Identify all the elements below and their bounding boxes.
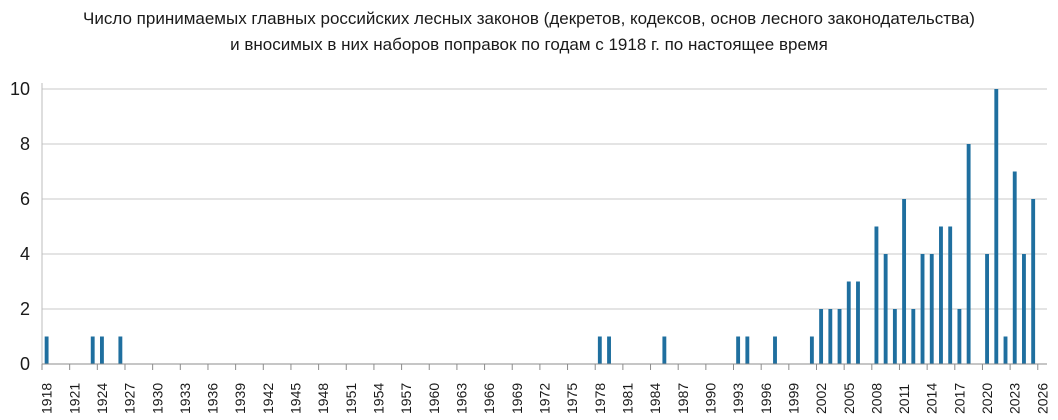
x-tick-label: 2014 — [924, 383, 940, 414]
y-tick-label: 8 — [20, 134, 30, 154]
x-tick-label: 1975 — [564, 383, 580, 414]
x-tick-label: 1921 — [66, 383, 82, 414]
x-tick-label: 1957 — [398, 383, 414, 414]
bar — [939, 226, 943, 364]
bar — [99, 336, 104, 364]
bar — [929, 254, 934, 364]
bar — [745, 336, 750, 364]
bar — [773, 336, 777, 364]
x-tick-label: 1942 — [260, 383, 276, 414]
bar — [819, 309, 824, 364]
bar — [911, 309, 916, 364]
x-tick-label: 2023 — [1007, 383, 1023, 414]
x-tick-label: 1993 — [730, 383, 746, 414]
chart-subtitle: и вносимых в них наборов поправок по год… — [230, 35, 828, 54]
y-tick-label: 0 — [20, 354, 30, 374]
x-tick-label: 1972 — [537, 383, 553, 414]
bar — [846, 281, 851, 364]
x-tick-label: 1945 — [288, 383, 304, 414]
bar — [90, 336, 95, 364]
x-tick-label: 1984 — [647, 383, 663, 414]
bar — [920, 254, 925, 364]
bar — [966, 144, 971, 364]
chart-title: Число принимаемых главных российских лес… — [83, 9, 975, 28]
x-tick-label: 1951 — [343, 383, 359, 414]
x-tick-label: 2008 — [868, 383, 884, 414]
bar — [809, 336, 814, 364]
x-tick-label: 2002 — [813, 383, 829, 414]
x-tick-label: 2011 — [896, 384, 912, 414]
x-tick-label: 1936 — [205, 383, 221, 414]
bar — [44, 336, 49, 364]
x-tick-label: 1948 — [315, 383, 331, 414]
x-tick-label: 1990 — [702, 383, 718, 414]
x-tick-label: 1963 — [454, 383, 470, 414]
bar — [1031, 199, 1036, 364]
x-tick-label: 1954 — [371, 383, 387, 414]
bar — [985, 254, 990, 364]
bar — [856, 281, 860, 364]
x-tick-label: 1960 — [426, 383, 442, 414]
x-tick-label: 1939 — [232, 383, 248, 414]
bar — [597, 336, 602, 364]
x-tick-label: 1933 — [177, 383, 193, 414]
x-tick-label: 2020 — [979, 383, 995, 414]
bar — [892, 309, 897, 364]
x-tick-label: 1966 — [481, 383, 497, 414]
bar — [1012, 171, 1017, 364]
bar — [837, 309, 842, 364]
x-tick-label: 1981 — [619, 383, 635, 414]
bar — [957, 309, 962, 364]
y-tick-label: 2 — [20, 299, 30, 319]
y-tick-label: 6 — [20, 189, 30, 209]
bar — [883, 254, 888, 364]
x-tick-label: 1924 — [94, 383, 110, 414]
y-tick-label: 10 — [10, 79, 30, 99]
bar — [994, 89, 999, 364]
x-tick-label: 1978 — [592, 383, 608, 414]
x-tick-label: 1996 — [758, 383, 774, 414]
x-tick-label: 2017 — [951, 383, 967, 414]
x-tick-label: 1969 — [509, 383, 525, 414]
bar — [948, 226, 953, 364]
bar — [1022, 254, 1026, 364]
bar — [607, 336, 611, 364]
bar — [118, 336, 123, 364]
x-tick-label: 1918 — [39, 383, 55, 414]
x-tick-label: 2026 — [1034, 383, 1050, 414]
y-tick-label: 4 — [20, 244, 30, 264]
bar — [736, 336, 741, 364]
x-tick-label: 1927 — [122, 383, 138, 414]
bar — [874, 226, 879, 364]
bar — [828, 309, 833, 364]
bar — [1003, 336, 1008, 364]
x-tick-label: 2005 — [841, 383, 857, 414]
x-tick-label: 1930 — [149, 383, 165, 414]
x-tick-label: 1999 — [785, 383, 801, 414]
x-tick-label: 1987 — [675, 383, 691, 414]
bar — [662, 336, 667, 364]
bar — [902, 199, 907, 364]
